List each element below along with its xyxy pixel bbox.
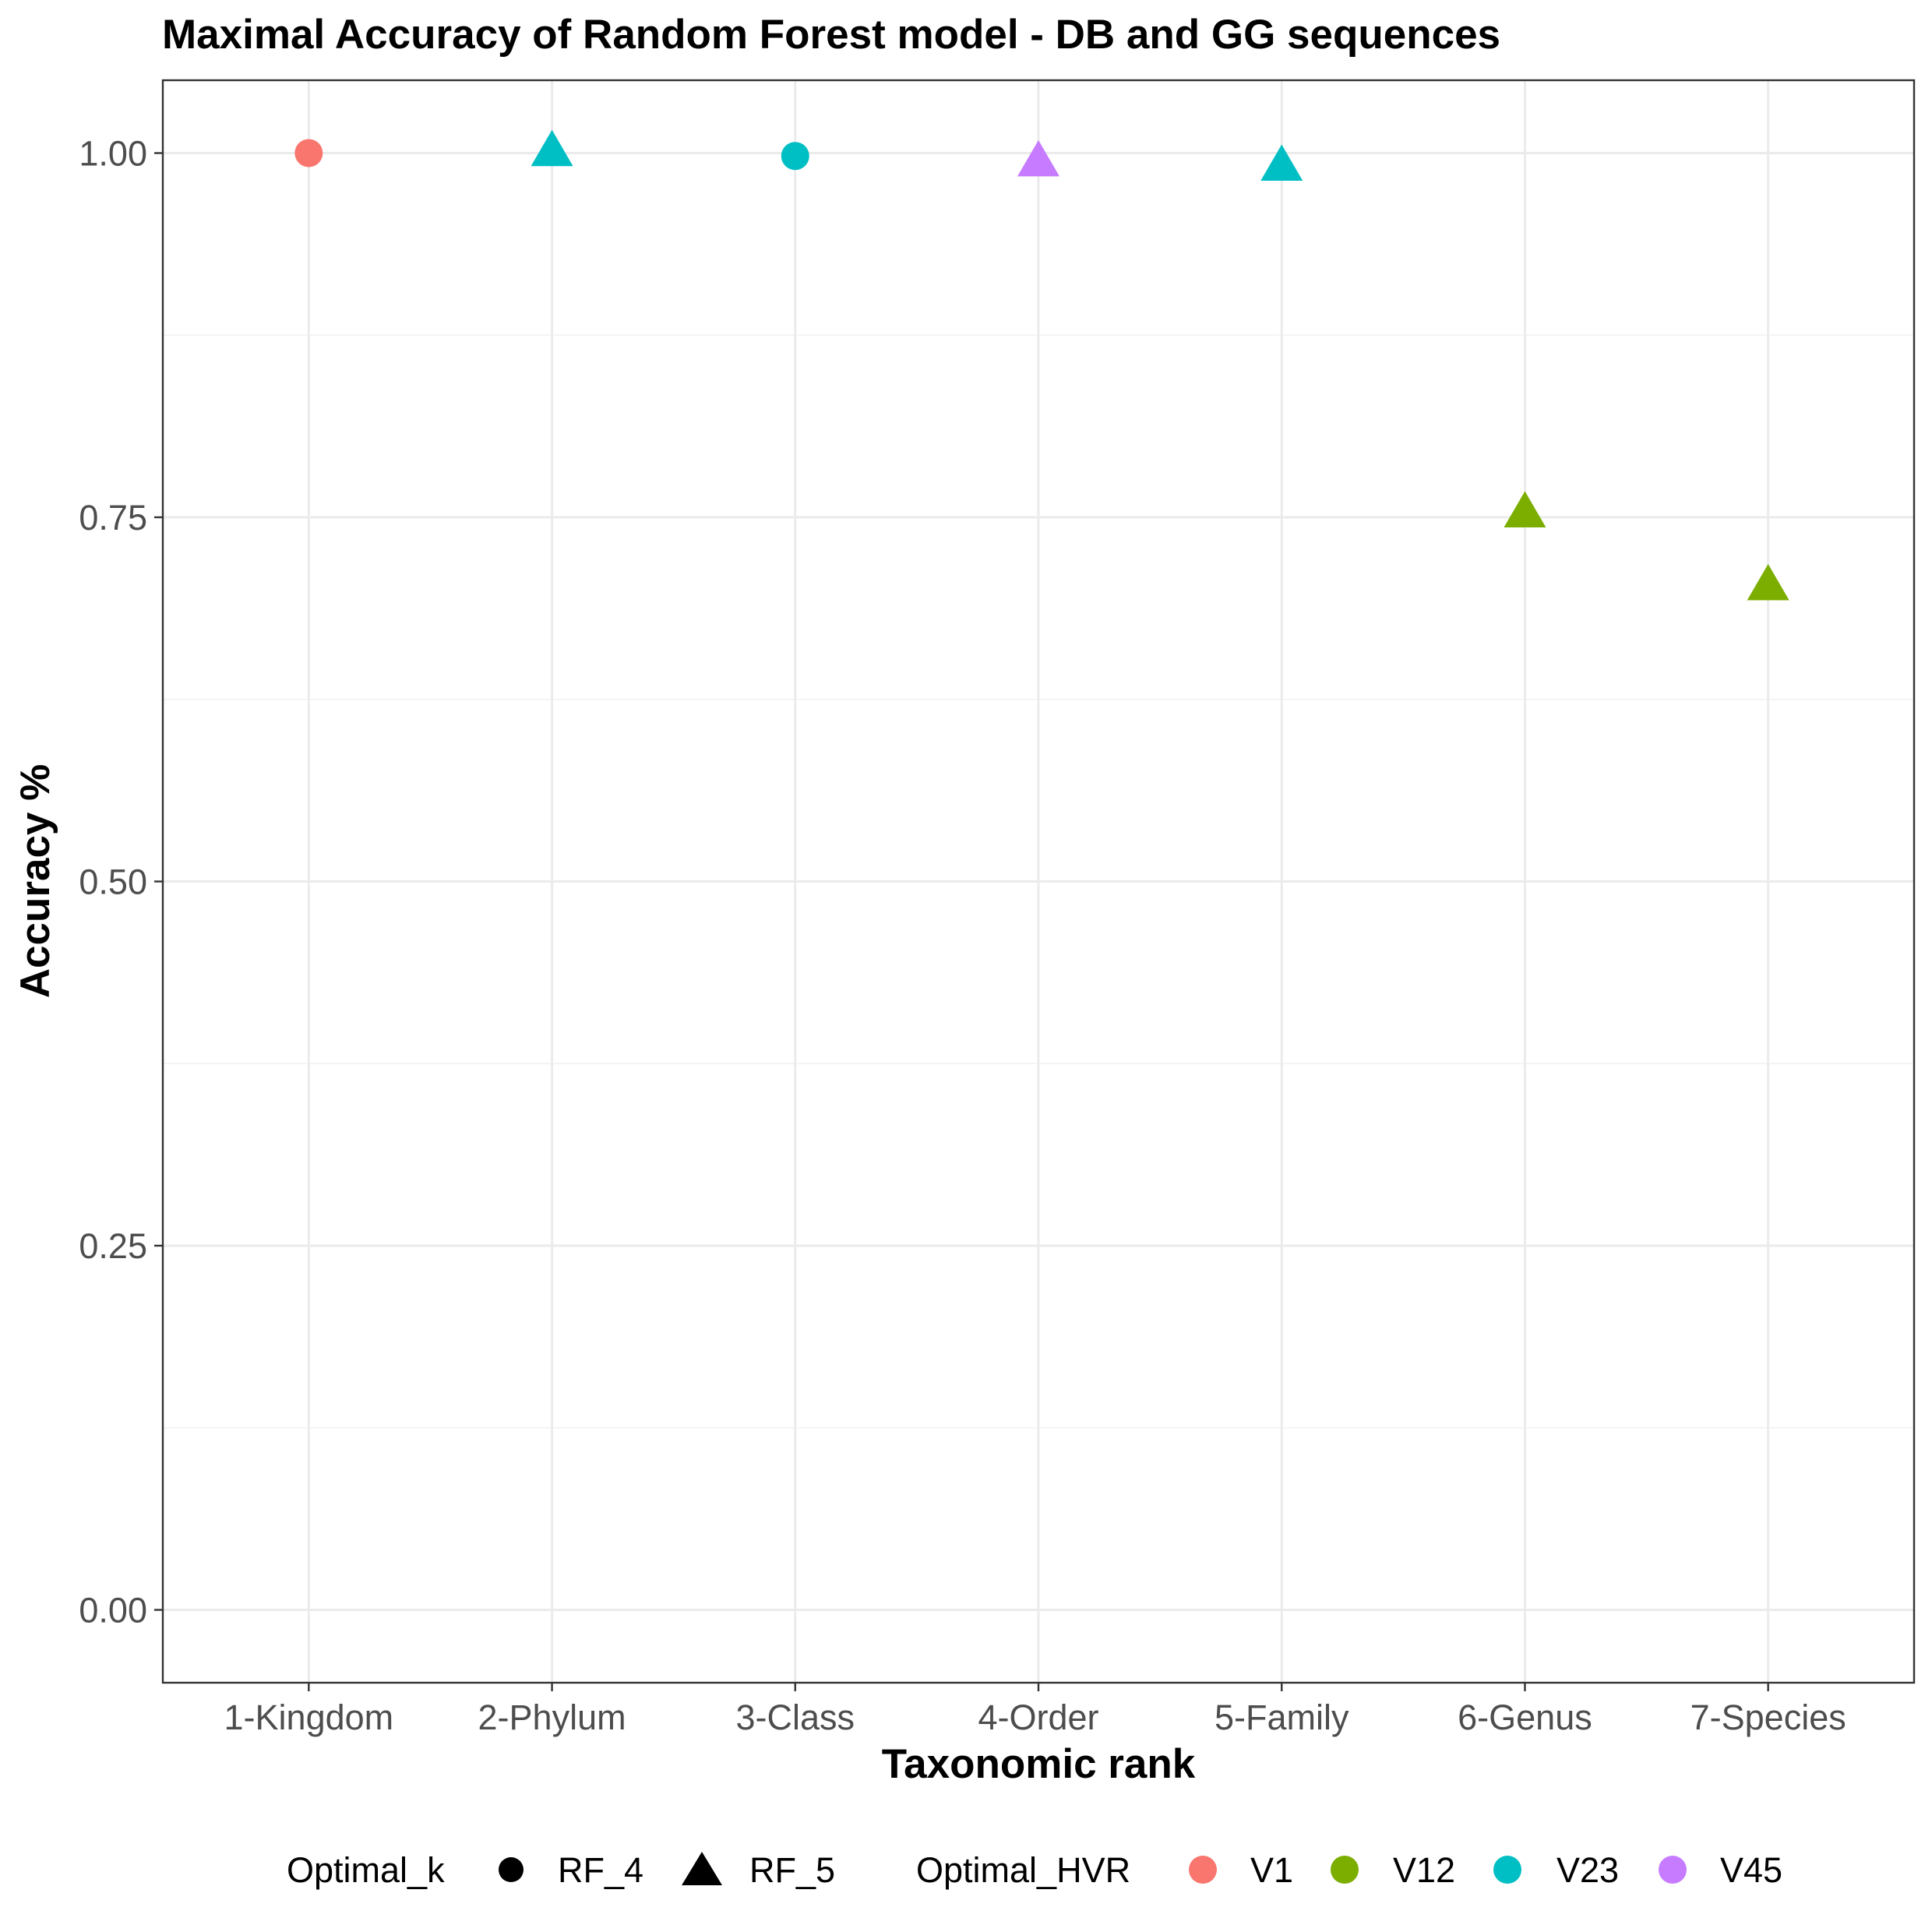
legend-color-key-v1 — [1189, 1856, 1217, 1884]
legend-shape-label-1: RF_5 — [749, 1850, 835, 1890]
chart-title: Maximal Accuracy of Random Forest model … — [162, 12, 1500, 58]
legend-color-key-v23 — [1493, 1856, 1521, 1884]
data-point-circle — [294, 139, 323, 167]
x-tick-label: 1-Kingdom — [224, 1698, 394, 1737]
legend-circle-key — [499, 1857, 524, 1882]
y-axis-title: Accuracy % — [12, 764, 58, 999]
data-point-triangle — [531, 129, 573, 167]
x-tick-label: 4-Order — [978, 1698, 1098, 1737]
y-tick-label: 0.00 — [79, 1591, 147, 1631]
legend-shape-title: Optimal_k — [287, 1850, 445, 1890]
legend-shape-label-0: RF_4 — [558, 1850, 643, 1890]
legend-color-title: Optimal_HVR — [916, 1850, 1130, 1890]
x-tick-label: 2-Phylum — [478, 1698, 626, 1737]
y-tick-label: 1.00 — [79, 134, 147, 174]
grid — [163, 80, 1914, 1683]
x-tick-label: 3-Class — [736, 1698, 855, 1737]
legend-color-label-3: V45 — [1720, 1850, 1782, 1890]
data-point-circle — [781, 142, 809, 171]
y-tick-label: 0.50 — [79, 862, 147, 902]
y-tick-label: 0.25 — [79, 1226, 147, 1266]
y-axis: 0.00 0.25 0.50 0.75 1.00 — [79, 134, 163, 1631]
legend-color-label-0: V1 — [1250, 1850, 1293, 1890]
data-point-triangle — [1017, 139, 1059, 177]
x-tick-label: 6-Genus — [1458, 1698, 1592, 1737]
x-axis: 1-Kingdom 2-Phylum 3-Class 4-Order 5-Family 6… — [224, 1683, 1846, 1737]
x-tick-label: 7-Species — [1690, 1698, 1846, 1737]
legend-color-key-v45 — [1659, 1856, 1687, 1884]
legend-color-label-1: V12 — [1393, 1850, 1455, 1890]
x-axis-title: Taxonomic rank — [882, 1741, 1196, 1787]
legend-color-label-2: V23 — [1557, 1850, 1619, 1890]
data-point-triangle — [1747, 564, 1789, 601]
legend: Optimal_k RF_4 RF_5 Optimal_HVR V1 V12 V… — [287, 1850, 1782, 1890]
x-tick-label: 5-Family — [1215, 1698, 1349, 1737]
legend-triangle-key — [682, 1852, 722, 1885]
data-point-triangle — [1504, 491, 1546, 527]
legend-color-key-v12 — [1331, 1856, 1359, 1884]
data-point-triangle — [1260, 144, 1303, 181]
y-tick-label: 0.75 — [79, 498, 147, 538]
data-points — [294, 129, 1789, 601]
